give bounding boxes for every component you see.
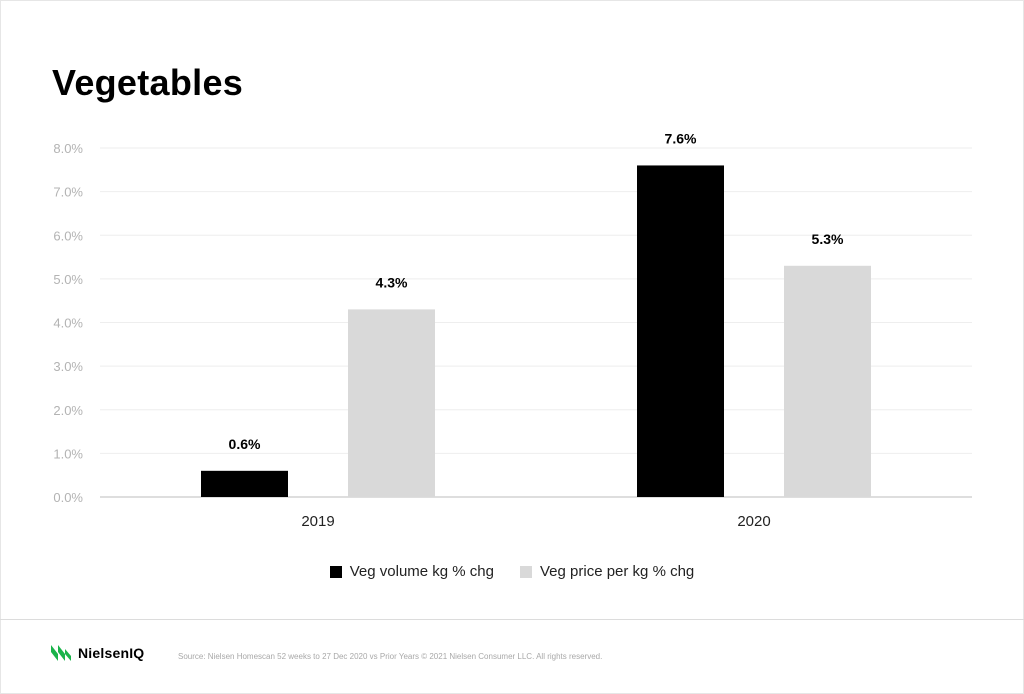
y-tick-label: 7.0% (53, 185, 83, 200)
y-tick-label: 1.0% (53, 446, 83, 461)
x-tick-label: 2020 (737, 513, 770, 530)
legend-item-price: Veg price per kg % chg (520, 563, 694, 580)
data-label: 4.3% (376, 274, 408, 290)
brand-name: NielsenIQ (78, 645, 145, 661)
y-tick-label: 2.0% (53, 403, 83, 418)
source-note: Source: Nielsen Homescan 52 weeks to 27 … (178, 652, 603, 661)
y-tick-label: 8.0% (53, 141, 83, 156)
bar-volume-2020 (637, 165, 724, 497)
y-tick-label: 5.0% (53, 272, 83, 287)
y-tick-label: 6.0% (53, 228, 83, 243)
legend: Veg volume kg % chg Veg price per kg % c… (0, 563, 1024, 580)
nielseniq-logo-icon (51, 645, 71, 661)
bar-price-2019 (348, 309, 435, 497)
bar-volume-2019 (201, 470, 288, 497)
nielseniq-logo: NielsenIQ (50, 643, 144, 663)
y-tick-label: 3.0% (53, 359, 83, 374)
footer-divider (0, 619, 1024, 620)
bar-chart: 0.0% 1.0% 2.0% 3.0% 4.0% 5.0% 6.0% 7.0% 8.0% 2019… (53, 130, 972, 530)
legend-swatch-price (520, 565, 532, 578)
y-tick-label: 0.0% (53, 490, 83, 505)
legend-label-price: Veg price per kg % chg (540, 563, 695, 580)
legend-item-volume: Veg volume kg % chg (329, 563, 494, 580)
x-tick-label: 2019 (301, 513, 334, 530)
data-label: 0.6% (229, 436, 261, 452)
legend-label-volume: Veg volume kg % chg (349, 563, 494, 580)
bar-price-2020 (784, 265, 871, 497)
y-tick-label: 4.0% (53, 316, 83, 331)
data-label: 7.6% (665, 130, 697, 146)
legend-swatch-volume (329, 565, 342, 578)
page-title: Vegetables (52, 62, 244, 103)
data-label: 5.3% (812, 231, 844, 247)
